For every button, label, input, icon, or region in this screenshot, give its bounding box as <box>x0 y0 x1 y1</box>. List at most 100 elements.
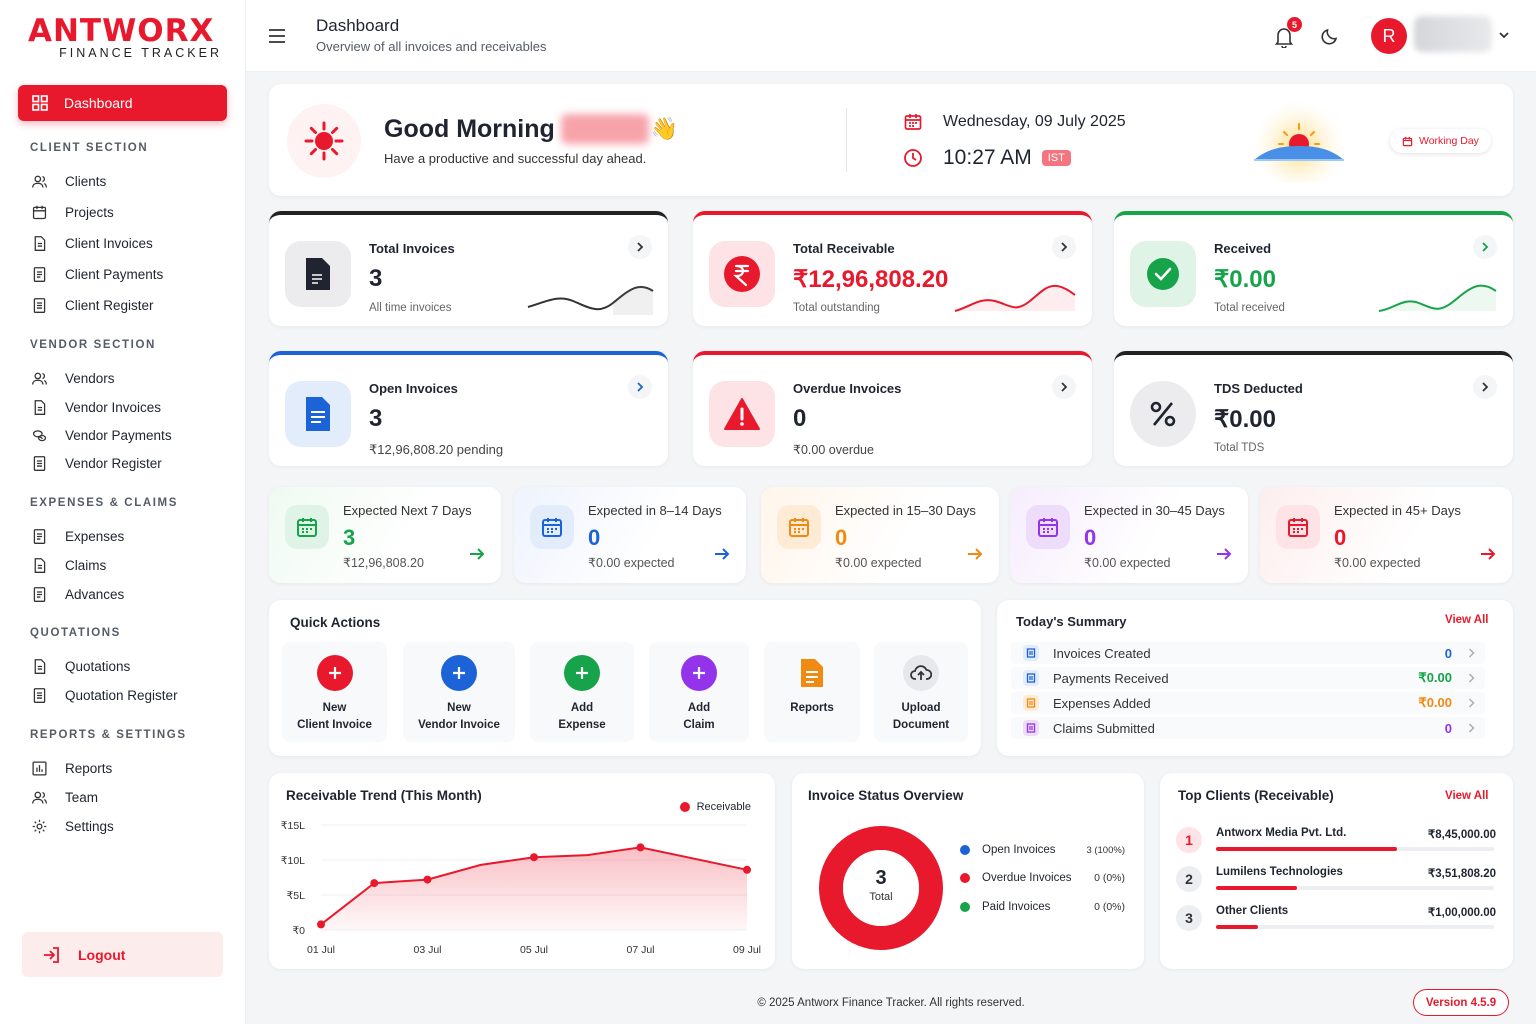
client-row[interactable]: 1 Antworx Media Pvt. Ltd. ₹8,45,000.00 <box>1176 827 1496 857</box>
document-icon <box>285 241 351 307</box>
sidebar-item-expenses[interactable]: Expenses <box>30 525 124 547</box>
summary-row-invoices[interactable]: Invoices Created 0 <box>1011 642 1485 664</box>
document-icon <box>30 556 48 574</box>
stat-card-total-invoices[interactable]: Total Invoices 3 All time invoices <box>269 211 668 326</box>
sidebar-item-client-payments[interactable]: Client Payments <box>30 263 163 285</box>
data-point <box>743 865 751 874</box>
sidebar-item-client-invoices[interactable]: Client Invoices <box>30 232 153 254</box>
stat-card-overdue-invoices[interactable]: Overdue Invoices 0 ₹0.00 overdue <box>693 351 1092 466</box>
expected-card-30-45-days[interactable]: Expected in 30–45 Days 0 ₹0.00 expected <box>1010 487 1248 583</box>
expected-sub: ₹0.00 expected <box>1334 556 1421 570</box>
upload-document-button[interactable]: Upload Document <box>874 642 968 742</box>
summary-view-all-link[interactable]: View All <box>1445 614 1489 626</box>
client-share-fill <box>1216 847 1397 851</box>
document-icon <box>1023 695 1039 711</box>
expected-card-8-14-days[interactable]: Expected in 8–14 Days 0 ₹0.00 expected <box>514 487 746 583</box>
sidebar-item-vendor-payments[interactable]: Vendor Payments <box>30 424 172 446</box>
sidebar-item-quotation-register[interactable]: Quotation Register <box>30 684 178 706</box>
menu-icon[interactable] <box>268 28 286 44</box>
chevron-right-icon[interactable] <box>1473 235 1497 259</box>
reports-button[interactable]: Reports <box>764 642 860 742</box>
user-name-redacted <box>560 114 649 144</box>
legend-open-invoices: Open Invoices 3 (100%) <box>960 844 1125 856</box>
gear-icon <box>30 817 48 835</box>
chevron-down-icon[interactable] <box>1498 30 1510 40</box>
arrow-right-icon <box>1217 548 1232 560</box>
sidebar-item-client-register[interactable]: Client Register <box>30 294 154 316</box>
stat-card-open-invoices[interactable]: Open Invoices 3 ₹12,96,808.20 pending <box>269 351 668 466</box>
section-title-expenses: EXPENSES & CLAIMS <box>30 497 178 509</box>
expected-card-7-days[interactable]: Expected Next 7 Days 3 ₹12,96,808.20 <box>269 487 501 583</box>
chevron-right-icon[interactable] <box>1052 235 1076 259</box>
top-clients-view-all-link[interactable]: View All <box>1445 790 1489 802</box>
brand-logo[interactable]: ANTWORX FINANCE TRACKER <box>28 14 224 60</box>
summary-row-expenses[interactable]: Expenses Added ₹0.00 <box>1011 692 1485 714</box>
chevron-right-icon <box>1469 648 1475 658</box>
legend-value: 0 (0%) <box>1094 872 1125 884</box>
client-amount: ₹8,45,000.00 <box>1427 829 1496 841</box>
summary-row-payments[interactable]: Payments Received ₹0.00 <box>1011 667 1485 689</box>
stat-sub: All time invoices <box>369 302 452 314</box>
sidebar-item-label: Client Register <box>65 297 154 313</box>
new-vendor-invoice-button[interactable]: New Vendor Invoice <box>403 642 515 742</box>
user-name-redacted <box>1414 16 1492 52</box>
todays-summary-card: Today's Summary View All Invoices Create… <box>997 600 1513 756</box>
chevron-right-icon[interactable] <box>628 235 652 259</box>
add-claim-button[interactable]: Add Claim <box>649 642 749 742</box>
summary-value: 0 <box>1444 645 1452 661</box>
client-row[interactable]: 3 Other Clients ₹1,00,000.00 <box>1176 905 1496 935</box>
sidebar-item-projects[interactable]: Projects <box>30 201 114 223</box>
chevron-right-icon[interactable] <box>1052 375 1076 399</box>
quick-action-label: Add Claim <box>683 702 715 731</box>
sidebar-item-reports[interactable]: Reports <box>30 757 112 779</box>
sidebar-item-advances[interactable]: Advances <box>30 583 124 605</box>
logout-button[interactable]: Logout <box>22 932 223 977</box>
sidebar-item-clients[interactable]: Clients <box>30 170 106 192</box>
client-row[interactable]: 2 Lumilens Technologies ₹3,51,808.20 <box>1176 866 1496 896</box>
greeting-subtitle: Have a productive and successful day ahe… <box>384 151 647 166</box>
expected-value: 0 <box>588 525 601 550</box>
expected-card-15-30-days[interactable]: Expected in 15–30 Days 0 ₹0.00 expected <box>761 487 999 583</box>
users-icon <box>30 788 48 806</box>
working-day-badge: Working Day <box>1390 129 1491 153</box>
summary-label: Expenses Added <box>1053 695 1151 711</box>
x-tick-label: 01 Jul <box>307 944 335 956</box>
sidebar-item-dashboard[interactable]: Dashboard <box>18 85 227 121</box>
new-client-invoice-button[interactable]: New Client Invoice <box>282 642 387 742</box>
expected-sub: ₹0.00 expected <box>588 556 675 570</box>
sidebar-item-vendor-invoices[interactable]: Vendor Invoices <box>30 396 161 418</box>
quick-action-label: New Vendor Invoice <box>418 702 500 731</box>
clock-icon <box>904 149 922 167</box>
chevron-right-icon[interactable] <box>628 375 652 399</box>
stat-card-tds-deducted[interactable]: TDS Deducted ₹0.00 Total TDS <box>1114 351 1513 466</box>
time-text: 10:27 AM <box>943 146 1032 169</box>
avatar[interactable]: R <box>1371 18 1407 54</box>
stat-card-total-receivable[interactable]: Total Receivable ₹12,96,808.20 Total out… <box>693 211 1092 326</box>
sidebar-item-quotations[interactable]: Quotations <box>30 655 130 677</box>
bell-icon[interactable] <box>1274 26 1294 48</box>
client-rank: 3 <box>1176 905 1202 931</box>
sidebar-item-settings[interactable]: Settings <box>30 815 114 837</box>
client-name: Antworx Media Pvt. Ltd. <box>1216 827 1347 839</box>
donut-hole <box>843 850 919 926</box>
sidebar-item-vendors[interactable]: Vendors <box>30 367 115 389</box>
x-tick-label: 07 Jul <box>626 944 654 956</box>
calendar-icon <box>30 203 48 221</box>
sidebar-item-team[interactable]: Team <box>30 786 98 808</box>
legend-label: Overdue Invoices <box>982 872 1072 884</box>
summary-label: Claims Submitted <box>1053 720 1155 736</box>
data-point <box>423 875 432 884</box>
stat-card-received[interactable]: Received ₹0.00 Total received <box>1114 211 1513 326</box>
expected-card-45-plus-days[interactable]: Expected in 45+ Days 0 ₹0.00 expected <box>1260 487 1512 583</box>
moon-icon[interactable] <box>1320 26 1340 46</box>
legend-value: 3 (100%) <box>1086 844 1125 856</box>
summary-row-claims[interactable]: Claims Submitted 0 <box>1011 717 1485 739</box>
trend-title: Receivable Trend (This Month) <box>286 788 482 803</box>
add-expense-button[interactable]: Add Expense <box>530 642 634 742</box>
sidebar-item-vendor-register[interactable]: Vendor Register <box>30 452 162 474</box>
chevron-right-icon[interactable] <box>1473 375 1497 399</box>
sidebar-item-claims[interactable]: Claims <box>30 554 106 576</box>
top-clients-card: Top Clients (Receivable) View All 1 Antw… <box>1160 773 1513 969</box>
expected-value: 0 <box>835 525 848 550</box>
chevron-right-icon <box>1469 698 1475 708</box>
